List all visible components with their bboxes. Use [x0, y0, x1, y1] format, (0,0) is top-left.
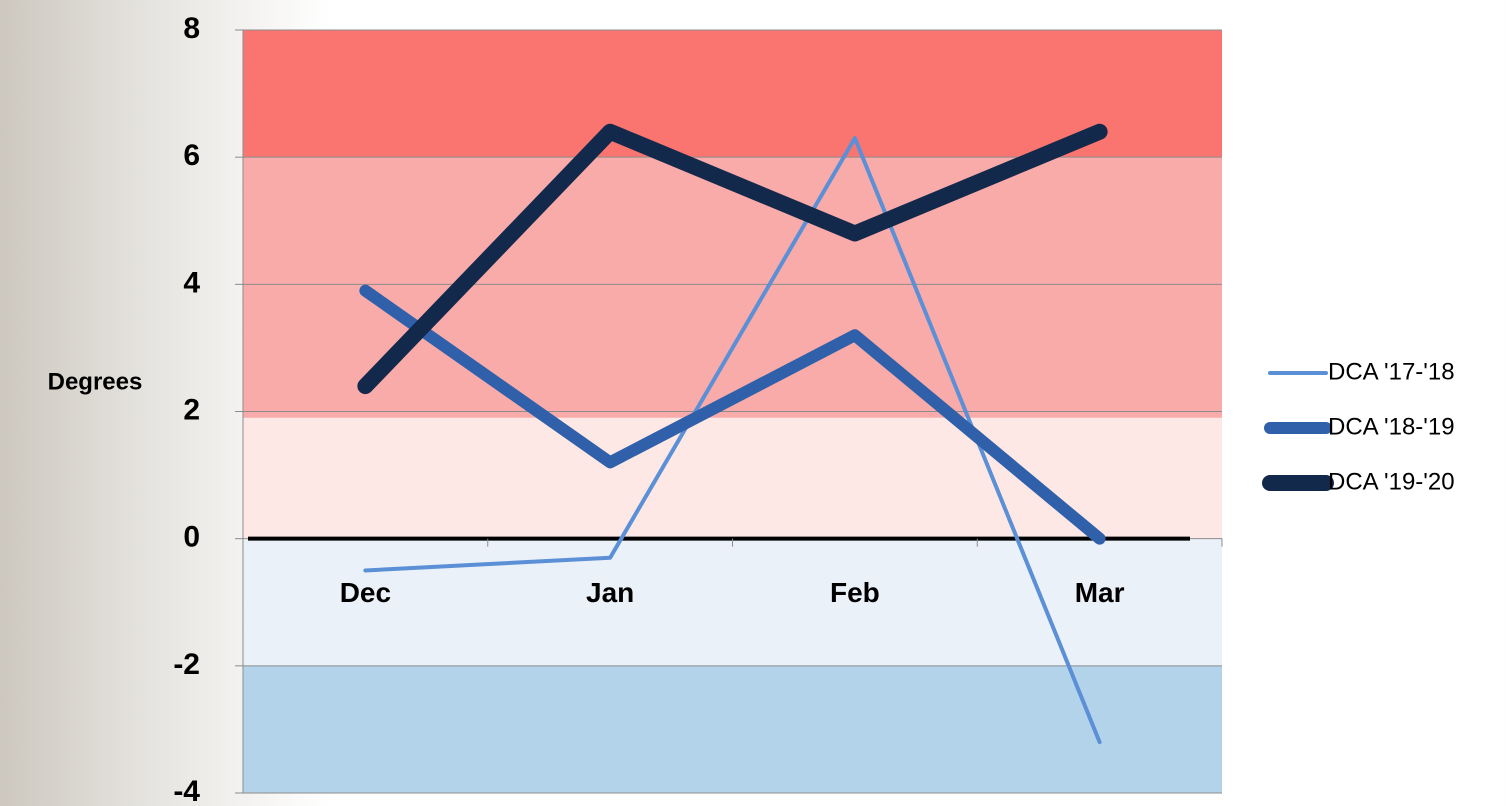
y-tick-label: 6 [183, 139, 200, 172]
background-band [243, 30, 1222, 158]
y-tick-label: 2 [183, 393, 200, 426]
background-band [243, 665, 1222, 793]
y-tick-label: 4 [183, 266, 200, 299]
x-tick-label: Feb [830, 577, 880, 608]
y-tick-label: 8 [183, 12, 200, 45]
x-tick-label: Mar [1075, 577, 1125, 608]
legend-label: DCA '18-'19 [1328, 413, 1455, 440]
legend-label: DCA '19-'20 [1328, 468, 1455, 495]
data-line [359, 284, 1106, 545]
y-tick-label: 0 [183, 521, 200, 554]
x-tick-label: Jan [586, 577, 634, 608]
background-band [243, 417, 1222, 539]
legend-label: DCA '17-'18 [1328, 358, 1455, 385]
data-line [357, 123, 1108, 395]
y-tick-label: -4 [173, 775, 200, 806]
y-axis-label: Degrees [48, 368, 143, 395]
y-tick-label: -2 [173, 648, 200, 681]
x-tick-label: Dec [340, 577, 391, 608]
background-band [243, 157, 1222, 418]
